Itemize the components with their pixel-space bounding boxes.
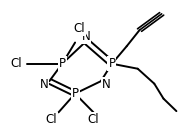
- Text: Cl: Cl: [10, 57, 22, 70]
- Text: Cl: Cl: [45, 113, 57, 126]
- Text: N: N: [39, 78, 48, 91]
- Text: P: P: [72, 87, 79, 100]
- Text: P: P: [108, 57, 115, 70]
- Text: N: N: [102, 78, 111, 91]
- Text: P: P: [59, 57, 66, 70]
- Text: N: N: [82, 30, 91, 43]
- Text: Cl: Cl: [88, 113, 99, 126]
- Text: Cl: Cl: [73, 22, 85, 35]
